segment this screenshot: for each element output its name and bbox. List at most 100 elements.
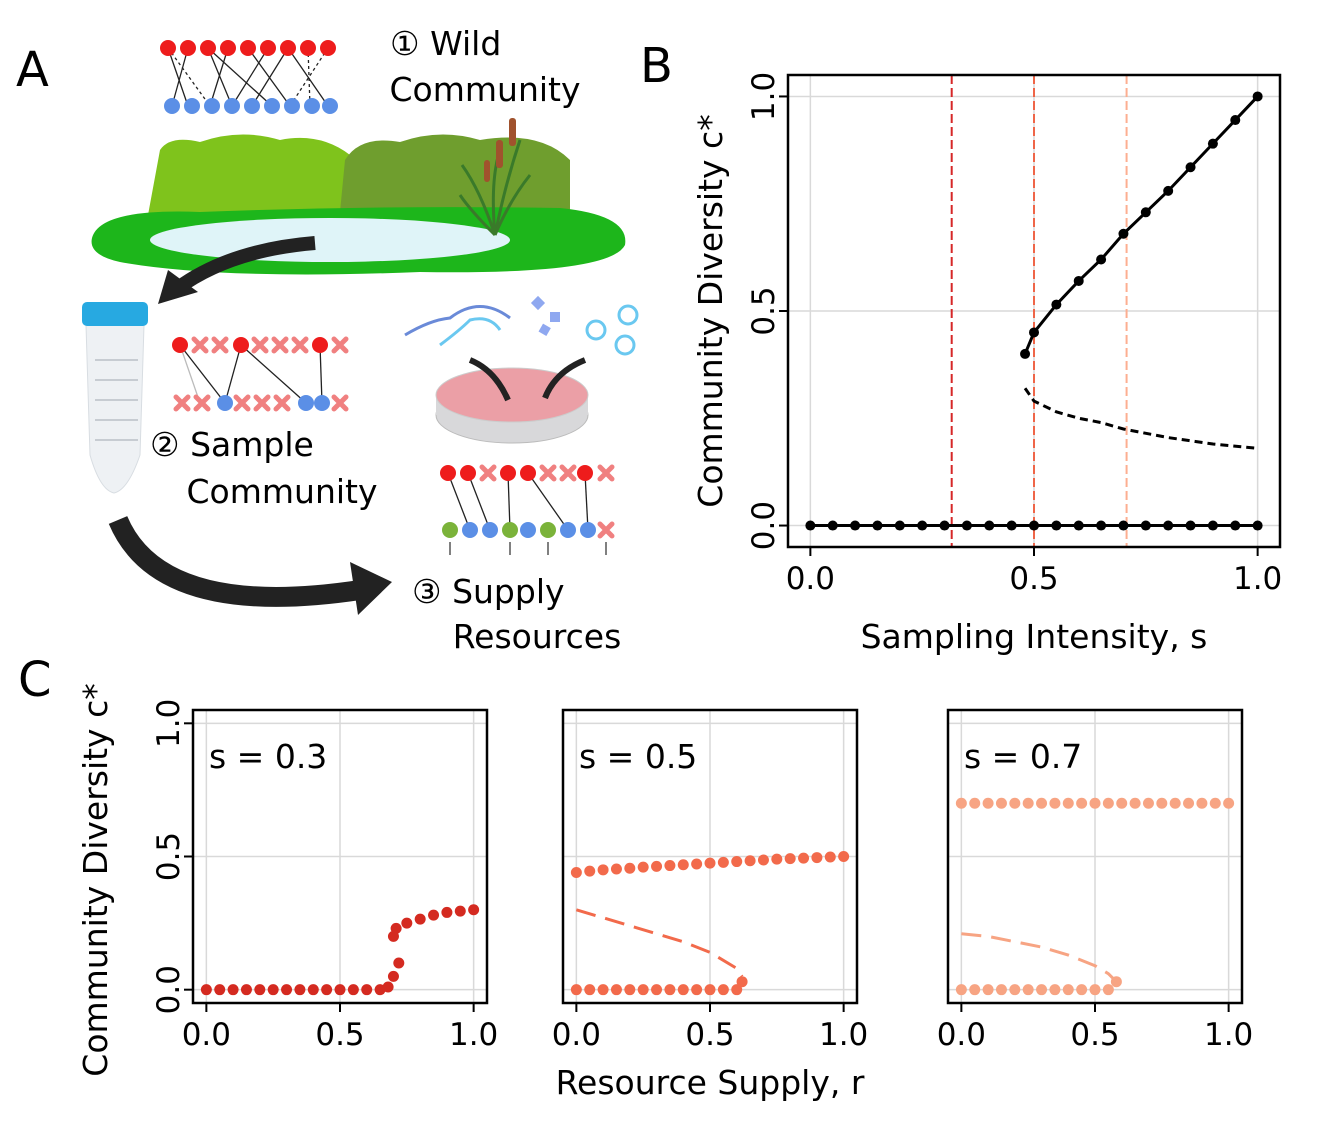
data-point — [784, 853, 796, 865]
data-point — [798, 852, 810, 864]
data-point — [401, 917, 413, 929]
y-tick-label: 0.0 — [746, 501, 782, 550]
data-point — [1118, 520, 1129, 531]
data-point — [294, 984, 306, 996]
data-point — [1223, 797, 1235, 809]
data-point — [1129, 797, 1141, 809]
data-point — [1230, 115, 1241, 126]
data-point — [677, 984, 689, 996]
data-point — [1009, 984, 1021, 996]
x-tick-label: 0.0 — [182, 1017, 231, 1053]
data-point — [1089, 797, 1101, 809]
data-point — [1062, 984, 1074, 996]
data-point — [1185, 162, 1196, 173]
data-point — [731, 984, 743, 996]
data-point — [1051, 299, 1062, 310]
x-tick-label: 1.0 — [449, 1017, 498, 1053]
data-point — [1049, 797, 1061, 809]
data-point — [824, 851, 836, 863]
data-point — [597, 864, 609, 876]
data-point — [570, 866, 582, 878]
data-point — [969, 797, 981, 809]
data-point — [1006, 520, 1017, 531]
data-point — [1252, 520, 1263, 531]
data-point — [1036, 797, 1048, 809]
data-point — [584, 984, 596, 996]
data-point — [254, 984, 266, 996]
step-label: ② Sample — [150, 425, 314, 464]
data-point — [1036, 984, 1048, 996]
step-label: Community — [187, 472, 378, 511]
data-point — [651, 860, 663, 872]
y-tick-label: 1.0 — [746, 72, 782, 121]
data-point — [267, 984, 279, 996]
y-tick-label: 0.5 — [151, 832, 187, 881]
data-point — [1096, 520, 1107, 531]
data-point — [610, 984, 622, 996]
series-line — [575, 908, 744, 978]
data-point — [1140, 520, 1151, 531]
data-point — [995, 984, 1007, 996]
data-point — [838, 851, 850, 862]
data-point — [736, 976, 748, 988]
illustration — [82, 40, 639, 615]
data-point — [1116, 797, 1128, 809]
data-point — [982, 984, 994, 996]
data-point — [961, 520, 972, 531]
x-tick-label: 1.0 — [819, 1017, 868, 1053]
x-tick-label: 0.0 — [937, 1017, 986, 1053]
data-point — [637, 861, 649, 873]
data-point — [227, 984, 239, 996]
data-point — [637, 984, 649, 996]
data-point — [894, 520, 905, 531]
step-label: ③ Supply — [412, 572, 565, 611]
data-point — [597, 984, 609, 996]
data-point — [624, 984, 636, 996]
axes-frame — [191, 708, 489, 1005]
data-point — [850, 520, 861, 531]
data-point — [1076, 797, 1088, 809]
axes-frame — [946, 708, 1244, 1005]
data-point — [771, 853, 783, 865]
data-point — [1029, 327, 1039, 338]
data-point — [811, 852, 823, 864]
annotation: s = 0.7 — [964, 737, 1082, 776]
data-point — [1163, 185, 1174, 196]
data-point — [805, 520, 816, 531]
data-point — [361, 984, 373, 996]
data-point — [1142, 797, 1154, 809]
data-point — [382, 981, 394, 993]
data-point — [334, 984, 346, 996]
data-point — [307, 984, 319, 996]
data-point — [1102, 797, 1114, 809]
x-tick-label: 1.0 — [1204, 1017, 1253, 1053]
data-point — [214, 984, 226, 996]
data-point — [1062, 797, 1074, 809]
data-point — [1049, 984, 1061, 996]
data-point — [1051, 520, 1062, 531]
data-point — [1102, 984, 1114, 996]
x-tick-label: 0.0 — [786, 561, 835, 597]
data-point — [1076, 984, 1088, 996]
data-point — [1183, 797, 1195, 809]
data-point — [468, 904, 480, 916]
data-point — [704, 984, 716, 996]
data-point — [1073, 520, 1084, 531]
axes-frame — [561, 708, 859, 1005]
data-point — [955, 797, 967, 809]
data-point — [969, 984, 981, 996]
step-label: Resources — [453, 617, 622, 656]
data-point — [1009, 797, 1021, 809]
data-point — [200, 984, 212, 996]
data-point — [717, 856, 729, 868]
data-point — [240, 984, 252, 996]
y-tick-label: 0.5 — [746, 286, 782, 335]
x-tick-label: 0.5 — [1009, 561, 1058, 597]
data-point — [1020, 348, 1031, 359]
data-point — [1207, 138, 1218, 149]
data-point — [1196, 797, 1208, 809]
data-point — [731, 856, 743, 868]
data-point — [570, 984, 582, 996]
data-point — [414, 913, 426, 925]
